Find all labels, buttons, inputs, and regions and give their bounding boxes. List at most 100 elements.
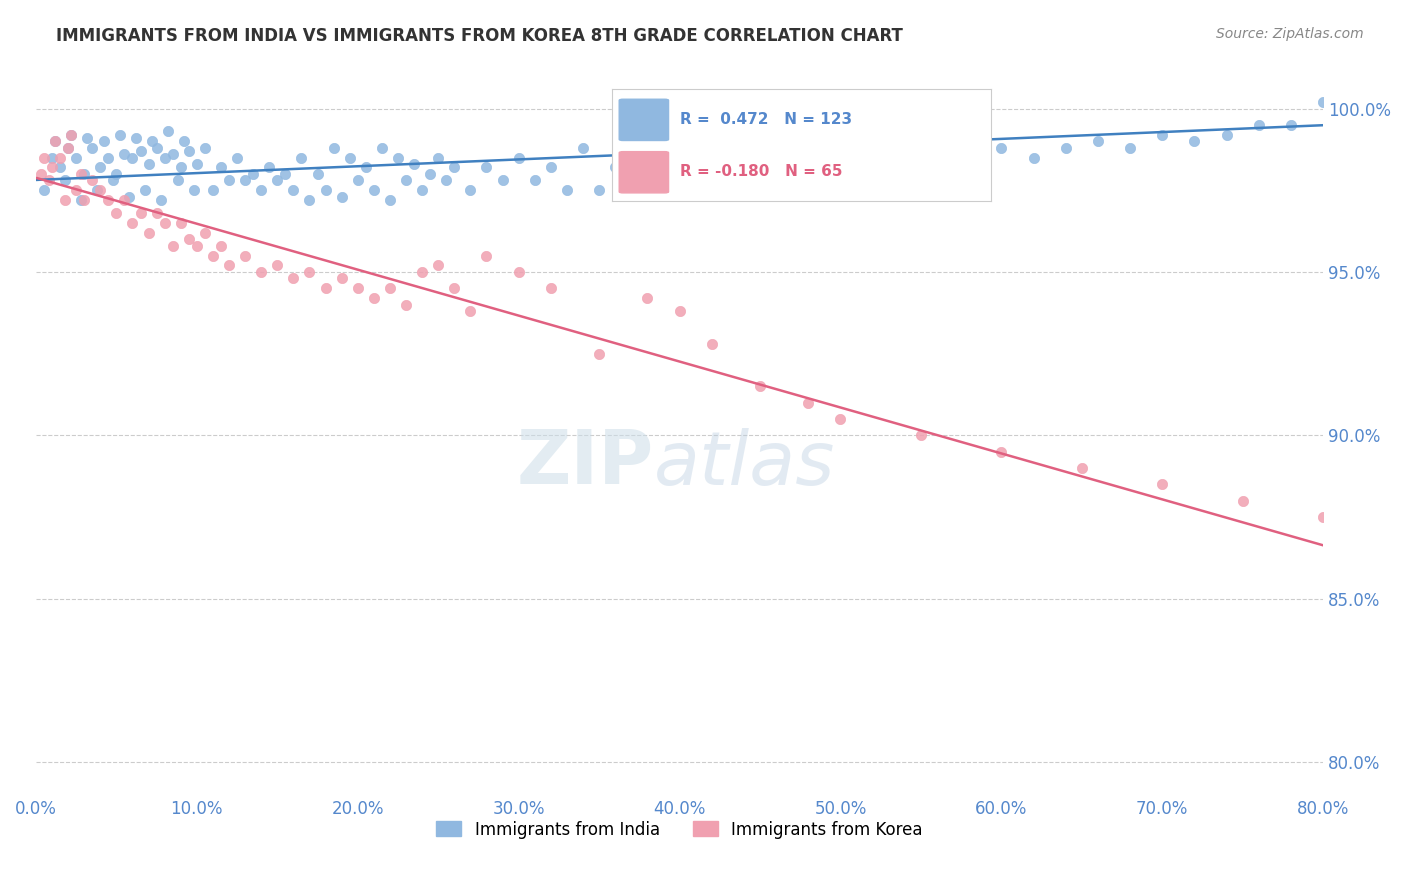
Point xyxy=(274,167,297,181)
Point xyxy=(830,412,852,426)
Point xyxy=(427,151,450,165)
Point xyxy=(620,173,643,187)
Point xyxy=(209,239,232,253)
Point xyxy=(41,161,63,175)
Text: ZIP: ZIP xyxy=(516,427,654,500)
Point xyxy=(73,167,96,181)
Point xyxy=(540,281,562,295)
Point xyxy=(845,173,868,187)
Point xyxy=(443,161,465,175)
Point xyxy=(226,151,249,165)
Point xyxy=(201,249,224,263)
Point xyxy=(73,193,96,207)
Text: atlas: atlas xyxy=(654,428,835,500)
Point xyxy=(652,173,675,187)
Point xyxy=(475,161,498,175)
Point xyxy=(402,157,425,171)
Point xyxy=(97,193,120,207)
Point xyxy=(434,173,457,187)
Point xyxy=(1087,134,1109,148)
Point xyxy=(395,298,418,312)
Point xyxy=(209,161,232,175)
Point xyxy=(93,134,115,148)
Point xyxy=(387,151,409,165)
Point xyxy=(97,151,120,165)
Point xyxy=(283,271,305,285)
Point xyxy=(588,346,610,360)
Point xyxy=(150,193,173,207)
Point xyxy=(65,151,87,165)
Point xyxy=(523,173,546,187)
Point xyxy=(749,379,772,393)
Point xyxy=(668,161,690,175)
Point xyxy=(346,281,368,295)
Point xyxy=(129,206,152,220)
Point xyxy=(53,193,76,207)
Point xyxy=(89,183,111,197)
Point xyxy=(1054,141,1077,155)
Point xyxy=(1070,461,1092,475)
Point xyxy=(354,161,377,175)
Point xyxy=(363,183,385,197)
Legend: Immigrants from India, Immigrants from Korea: Immigrants from India, Immigrants from K… xyxy=(430,814,929,846)
Point xyxy=(108,128,131,142)
Point xyxy=(145,206,167,220)
Point xyxy=(121,151,143,165)
Point xyxy=(1119,141,1142,155)
Point xyxy=(141,134,163,148)
Point xyxy=(194,226,217,240)
Point xyxy=(86,183,108,197)
Point xyxy=(636,291,658,305)
Point xyxy=(339,151,361,165)
Point xyxy=(60,128,83,142)
Point xyxy=(186,239,208,253)
Point xyxy=(162,147,184,161)
Point xyxy=(378,281,401,295)
Text: R = -0.180   N = 65: R = -0.180 N = 65 xyxy=(681,164,842,179)
Point xyxy=(134,183,156,197)
Point xyxy=(44,134,66,148)
Point xyxy=(491,173,513,187)
Point xyxy=(145,141,167,155)
Point xyxy=(411,265,433,279)
Point xyxy=(56,141,79,155)
Point xyxy=(121,216,143,230)
Point xyxy=(153,216,176,230)
Point xyxy=(89,161,111,175)
Point xyxy=(395,173,418,187)
Point xyxy=(427,259,450,273)
Point xyxy=(588,183,610,197)
Point xyxy=(508,265,530,279)
Point xyxy=(813,173,835,187)
Point xyxy=(242,167,264,181)
Point xyxy=(419,167,441,181)
Point xyxy=(363,291,385,305)
Point xyxy=(1312,510,1334,524)
Point xyxy=(166,173,188,187)
Point xyxy=(290,151,312,165)
Point xyxy=(1344,108,1367,122)
Point xyxy=(700,336,723,351)
Point xyxy=(53,173,76,187)
Point xyxy=(371,141,394,155)
Point xyxy=(153,151,176,165)
FancyBboxPatch shape xyxy=(619,99,669,140)
Point xyxy=(925,141,948,155)
Point xyxy=(32,151,55,165)
Point xyxy=(700,151,723,165)
Point xyxy=(733,141,755,155)
Point xyxy=(105,167,128,181)
Point xyxy=(38,173,60,187)
Point xyxy=(250,265,273,279)
Point xyxy=(1215,128,1237,142)
Point xyxy=(894,161,917,175)
Point xyxy=(114,147,136,161)
Point xyxy=(540,161,562,175)
Point xyxy=(460,304,482,318)
Point xyxy=(990,141,1012,155)
Point xyxy=(460,183,482,197)
Point xyxy=(129,144,152,158)
Point xyxy=(330,271,353,285)
Point xyxy=(101,173,124,187)
Point xyxy=(49,161,72,175)
